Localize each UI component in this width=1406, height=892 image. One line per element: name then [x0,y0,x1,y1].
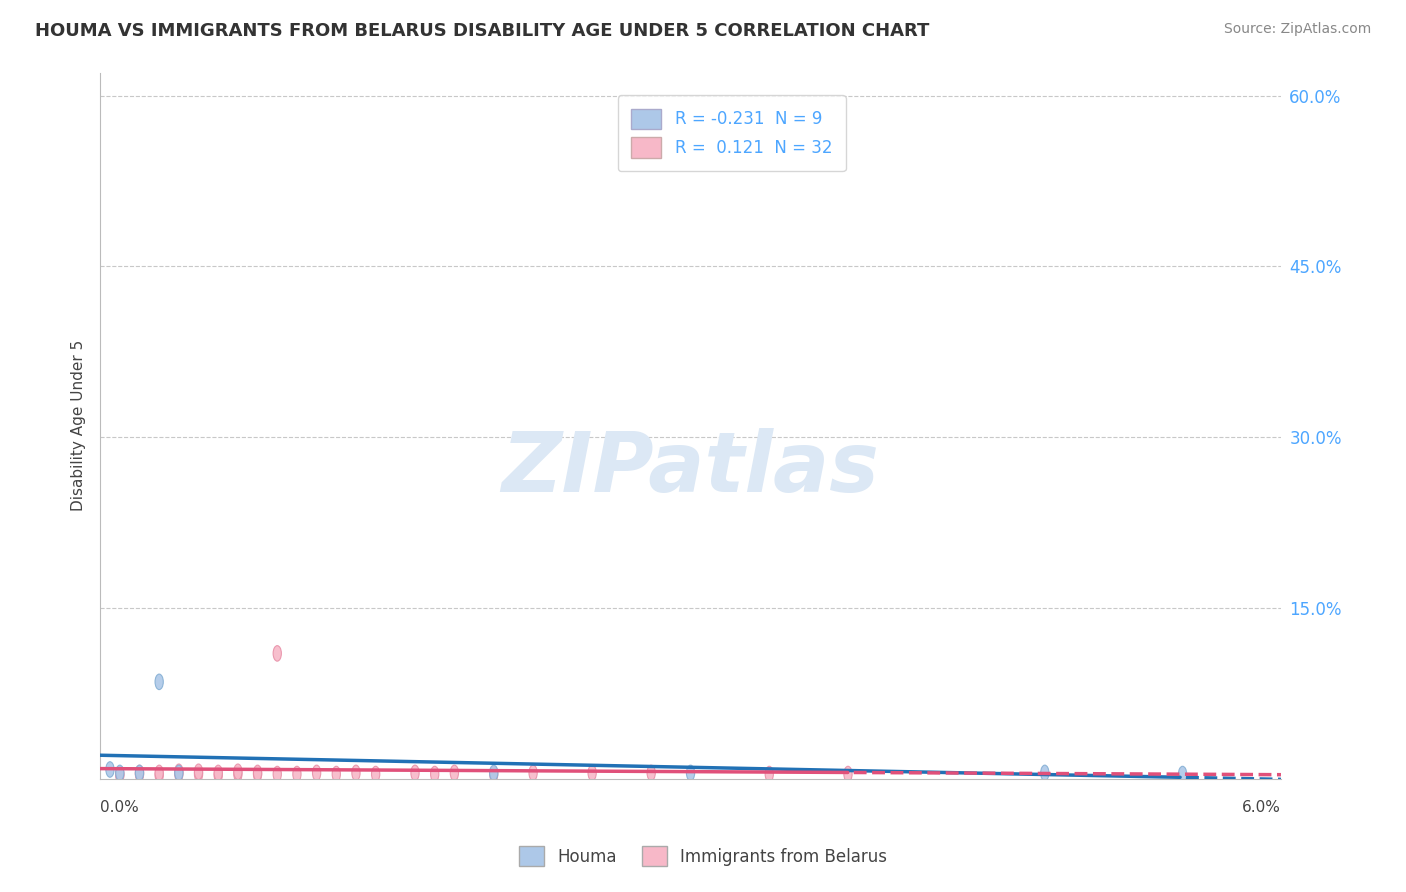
Ellipse shape [253,766,262,781]
Ellipse shape [292,766,301,781]
Ellipse shape [686,765,695,780]
Text: 0.0%: 0.0% [100,800,139,815]
Ellipse shape [844,766,852,781]
Ellipse shape [115,766,124,781]
Ellipse shape [214,765,222,780]
Y-axis label: Disability Age Under 5: Disability Age Under 5 [72,340,86,511]
Ellipse shape [115,767,124,783]
Ellipse shape [450,765,458,780]
Ellipse shape [371,766,380,781]
Ellipse shape [588,765,596,780]
Ellipse shape [411,765,419,780]
Ellipse shape [352,765,360,780]
Ellipse shape [430,766,439,781]
Ellipse shape [115,765,124,780]
Ellipse shape [489,765,498,780]
Ellipse shape [155,765,163,780]
Ellipse shape [489,766,498,781]
Ellipse shape [1178,766,1187,781]
Ellipse shape [312,765,321,780]
Ellipse shape [332,766,340,781]
Ellipse shape [174,766,183,781]
Ellipse shape [135,765,143,780]
Ellipse shape [155,674,163,690]
Text: ZIPatlas: ZIPatlas [502,427,880,508]
Ellipse shape [765,766,773,781]
Text: HOUMA VS IMMIGRANTS FROM BELARUS DISABILITY AGE UNDER 5 CORRELATION CHART: HOUMA VS IMMIGRANTS FROM BELARUS DISABIL… [35,22,929,40]
Ellipse shape [194,764,202,780]
Ellipse shape [194,766,202,781]
Ellipse shape [155,767,163,783]
Ellipse shape [214,767,222,783]
Ellipse shape [273,646,281,661]
Text: 6.0%: 6.0% [1241,800,1281,815]
Ellipse shape [529,765,537,780]
Ellipse shape [647,765,655,780]
Ellipse shape [174,764,183,780]
Legend: R = -0.231  N = 9, R =  0.121  N = 32: R = -0.231 N = 9, R = 0.121 N = 32 [619,95,845,171]
Ellipse shape [233,766,242,781]
Ellipse shape [135,765,143,780]
Ellipse shape [174,765,183,780]
Ellipse shape [135,766,143,781]
Ellipse shape [105,762,114,777]
Ellipse shape [273,766,281,781]
Text: Source: ZipAtlas.com: Source: ZipAtlas.com [1223,22,1371,37]
Ellipse shape [253,765,262,780]
Ellipse shape [233,764,242,780]
Legend: Houma, Immigrants from Belarus: Houma, Immigrants from Belarus [512,839,894,873]
Ellipse shape [1040,765,1049,780]
